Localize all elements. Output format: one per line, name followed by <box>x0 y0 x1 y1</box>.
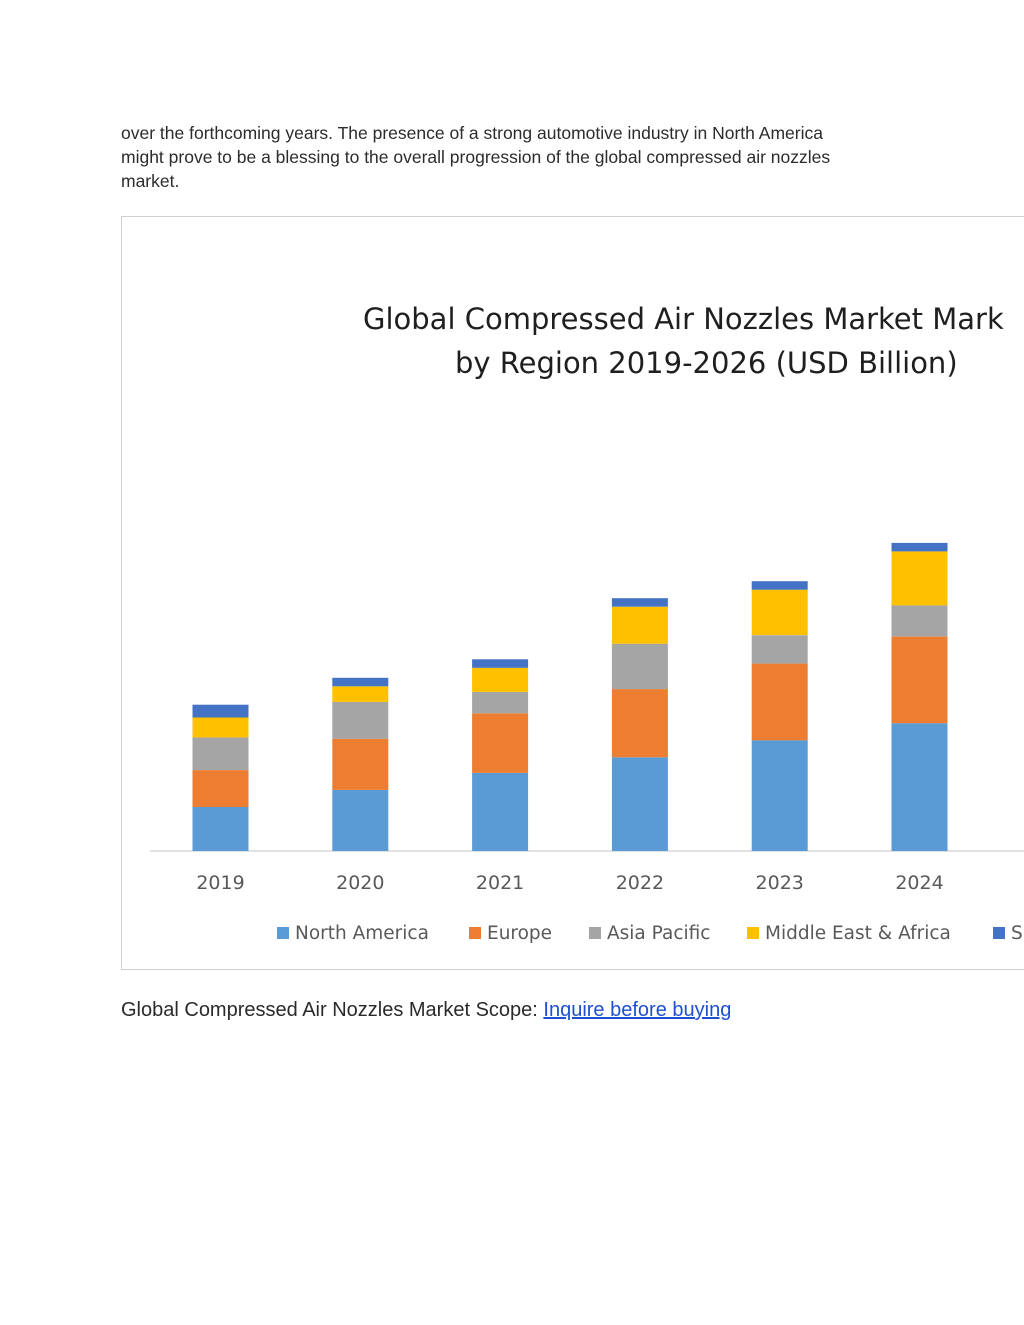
legend-swatch <box>993 927 1005 939</box>
intro-line-1: over the forthcoming years. The presence… <box>121 123 823 143</box>
legend-label: Middle East & Africa <box>765 923 951 944</box>
bar-segment-2024-4 <box>891 542 948 552</box>
bar-segment-2021-3 <box>472 667 529 692</box>
bar-segment-2023-2 <box>751 635 808 664</box>
bar-segment-2019-4 <box>192 704 249 718</box>
bar-segment-2022-2 <box>611 643 668 690</box>
intro-paragraph: over the forthcoming years. The presence… <box>121 121 921 193</box>
chart-title-line-2: by Region 2019-2026 (USD Billion) <box>455 346 958 380</box>
bar-segment-2019-2 <box>192 737 249 771</box>
bar-segment-2020-1 <box>332 738 389 790</box>
x-tick-label: 2020 <box>336 872 384 894</box>
bar-segment-2020-0 <box>332 789 389 851</box>
bars-group <box>192 542 948 851</box>
bar-segment-2022-3 <box>611 606 668 644</box>
bar-segment-2023-4 <box>751 581 808 590</box>
legend-label: S <box>1011 923 1023 944</box>
x-tick-label: 2023 <box>756 872 804 894</box>
bar-segment-2024-2 <box>891 605 948 637</box>
bar-segment-2021-4 <box>472 659 529 668</box>
inquire-link[interactable]: Inquire before buying <box>543 999 732 1021</box>
bar-segment-2023-1 <box>751 663 808 741</box>
legend-swatch <box>469 927 481 939</box>
bar-segment-2019-1 <box>192 770 249 807</box>
bar-segment-2024-0 <box>891 723 948 851</box>
legend-swatch <box>589 927 601 939</box>
legend-label: North America <box>295 923 429 944</box>
bar-segment-2021-2 <box>472 692 529 714</box>
bar-segment-2020-3 <box>332 686 389 702</box>
bar-segment-2020-2 <box>332 701 389 739</box>
stacked-bar-chart: Global Compressed Air Nozzles Market Mar… <box>150 302 1024 944</box>
legend-swatch <box>747 927 759 939</box>
bar-segment-2022-4 <box>611 598 668 607</box>
chart-frame: Global Compressed Air Nozzles Market Mar… <box>121 216 1024 970</box>
x-tick-label: 2019 <box>196 872 244 894</box>
x-tick-label: 2024 <box>895 872 943 894</box>
legend-swatch <box>277 927 289 939</box>
legend-label: Asia Pacific <box>607 923 710 944</box>
bar-segment-2019-3 <box>192 717 249 738</box>
chart-title-line-1: Global Compressed Air Nozzles Market Mar… <box>363 302 1004 336</box>
bar-segment-2024-1 <box>891 636 948 724</box>
bar-segment-2019-0 <box>192 807 249 851</box>
x-tick-label: 2022 <box>616 872 664 894</box>
intro-line-2: might prove to be a blessing to the over… <box>121 147 831 167</box>
bar-segment-2021-1 <box>472 713 529 773</box>
bar-segment-2022-0 <box>611 757 668 851</box>
x-tick-labels: 2019 2020 2021 2022 2023 2024 <box>196 872 943 894</box>
legend-label: Europe <box>487 923 552 944</box>
bar-segment-2021-0 <box>472 772 529 851</box>
intro-line-3: market. <box>121 171 180 191</box>
x-tick-label: 2021 <box>476 872 524 894</box>
bar-segment-2023-0 <box>751 740 808 851</box>
legend: North America Europe Asia Pacific Middle Ea… <box>277 923 1023 944</box>
scope-line: Global Compressed Air Nozzles Market Sco… <box>121 997 731 1023</box>
scope-label: Global Compressed Air Nozzles Market Sco… <box>121 999 544 1021</box>
bar-segment-2022-1 <box>611 689 668 758</box>
bar-segment-2020-4 <box>332 677 389 687</box>
bar-segment-2023-3 <box>751 589 808 636</box>
bar-segment-2024-3 <box>891 551 948 606</box>
